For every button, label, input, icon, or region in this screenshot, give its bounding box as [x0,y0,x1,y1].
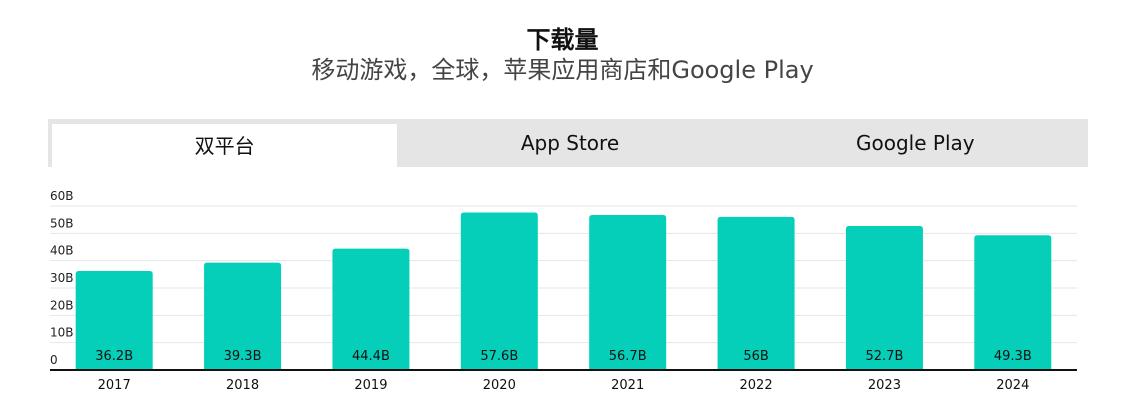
y-tick-label: 60B [50,189,74,203]
bar [717,216,795,370]
bar [589,215,667,370]
x-tick-label: 2017 [98,378,131,393]
bar [204,262,282,370]
bar [974,235,1052,370]
chart-subtitle: 移动游戏，全球，苹果应用商店和Google Play [311,56,814,84]
bar-value-label: 52.7B [866,349,904,364]
x-tick-label: 2022 [740,378,773,393]
tab-both-platforms[interactable]: 双平台 [52,122,398,167]
chart-title: 下载量 [526,26,599,54]
bar-value-label: 39.3B [224,349,262,364]
y-tick-label: 0 [50,353,58,367]
bar [845,225,923,370]
tab-app-store[interactable]: App Store [520,131,620,155]
bar [75,271,153,370]
downloads-bar-chart: 0 10B 20B 30B 40B 50B 60B 36.2B 2017 39.3B 2018 44.… [50,189,1077,393]
bar-value-label: 56B [743,349,768,364]
x-tick-label: 2020 [483,378,516,393]
x-tick-label: 2018 [226,378,259,393]
x-tick-label: 2023 [868,378,901,393]
bar [332,248,410,370]
x-tick-label: 2019 [354,378,387,393]
platform-tabs: 双平台 App Store Google Play [48,119,1088,167]
bar-value-label: 49.3B [994,349,1032,364]
y-tick-label: 30B [50,271,74,285]
y-tick-label: 50B [50,216,74,230]
bar-value-label: 57.6B [480,349,518,364]
y-tick-label: 20B [50,298,74,312]
bar [460,212,538,370]
y-tick-label: 10B [50,326,74,340]
bar-value-label: 56.7B [609,349,647,364]
x-tick-label: 2021 [611,378,644,393]
bar-value-label: 44.4B [352,349,390,364]
bar-value-label: 36.2B [95,349,133,364]
tab-google-play[interactable]: Google Play [856,131,975,155]
y-tick-label: 40B [50,244,74,258]
x-tick-label: 2024 [996,378,1029,393]
